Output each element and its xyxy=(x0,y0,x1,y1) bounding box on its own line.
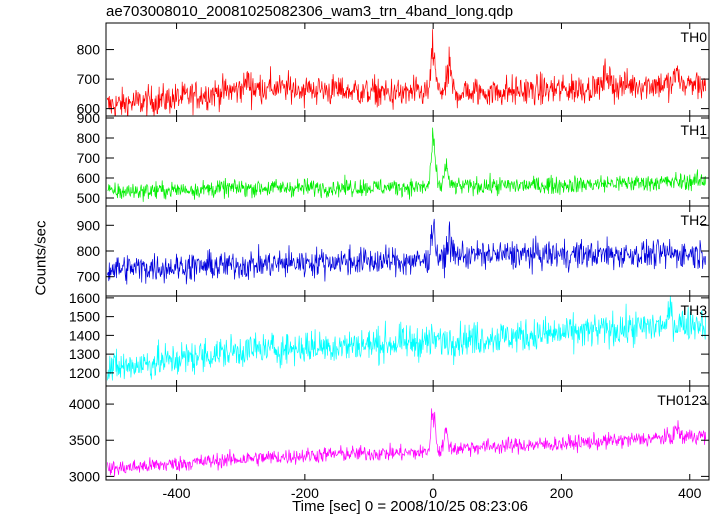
x-tick-label: 0 xyxy=(429,485,437,501)
series-line-th1 xyxy=(107,127,707,202)
series-line-th0123 xyxy=(106,408,707,477)
x-tick-label: -400 xyxy=(163,485,191,501)
y-tick-label-th3: 1200 xyxy=(69,365,100,381)
y-tick-label-th3: 1500 xyxy=(69,309,100,325)
y-tick-label-th1: 900 xyxy=(77,110,101,126)
series-line-th2 xyxy=(106,218,707,285)
y-tick-label-th3: 1300 xyxy=(69,346,100,362)
y-tick-label-th2: 700 xyxy=(77,269,101,285)
panel-frame-th0123 xyxy=(105,385,710,481)
x-tick-label: 200 xyxy=(550,485,574,501)
y-tick-label-th1: 500 xyxy=(77,190,101,206)
panel-frame-th3 xyxy=(105,295,710,387)
y-tick-label-th0: 600 xyxy=(77,101,101,117)
y-tick-label-th0123: 3500 xyxy=(69,432,100,448)
panel-label-th2: TH2 xyxy=(681,212,708,228)
panel-label-th1: TH1 xyxy=(681,122,708,138)
y-tick-label-th3: 1400 xyxy=(69,327,100,343)
y-tick-label-th2: 900 xyxy=(77,217,101,233)
y-tick-label-th3: 1600 xyxy=(69,290,100,306)
y-tick-label-th0123: 3000 xyxy=(69,468,100,484)
y-tick-label-th0: 800 xyxy=(77,42,101,58)
series-line-th3 xyxy=(106,296,707,381)
series-line-th0 xyxy=(106,29,707,116)
panel-label-th3: TH3 xyxy=(681,302,708,318)
panel-label-th0: TH0 xyxy=(681,29,708,45)
panel-frame-th0 xyxy=(105,22,710,117)
y-tick-label-th1: 600 xyxy=(77,170,101,186)
panel-label-th0123: TH0123 xyxy=(657,392,707,408)
y-tick-label-th2: 800 xyxy=(77,243,101,259)
y-tick-label-th0123: 4000 xyxy=(69,396,100,412)
x-tick-label: -200 xyxy=(291,485,319,501)
x-tick-label: 400 xyxy=(678,485,702,501)
y-tick-label-th0: 700 xyxy=(77,71,101,87)
chart-title: ae703008010_20081025082306_wam3_trn_4ban… xyxy=(106,3,514,20)
x-axis-label: Time [sec] 0 = 2008/10/25 08:23:06 xyxy=(292,498,528,515)
y-tick-label-th1: 800 xyxy=(77,130,101,146)
y-tick-label-th1: 700 xyxy=(77,150,101,166)
